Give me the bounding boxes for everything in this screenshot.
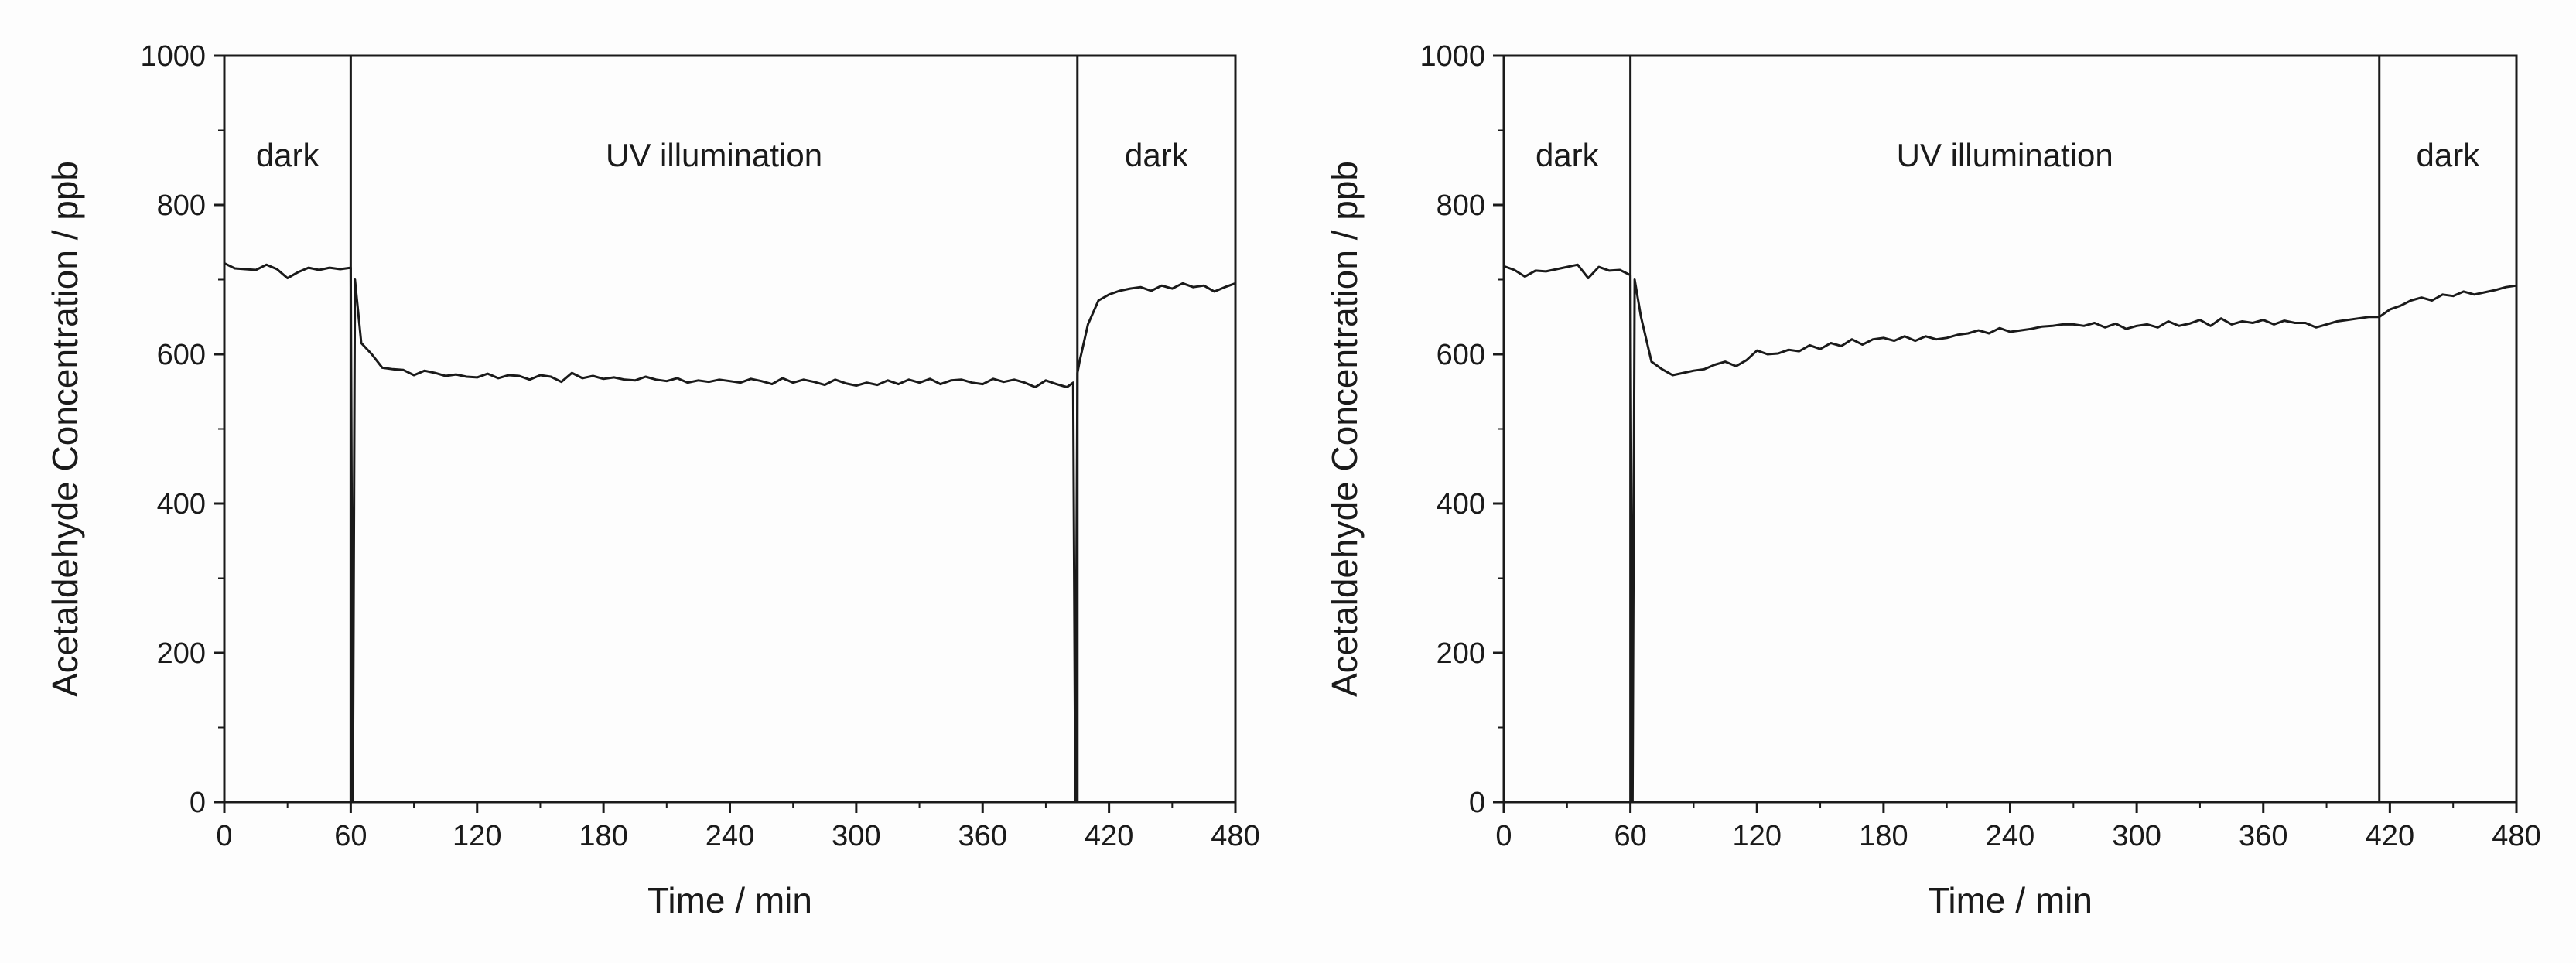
chart-panel-2: 0 60 120 180 240 300 360 420 480 0 200 400 600 800 100… xyxy=(1324,40,2541,920)
x-tick-label: 60 xyxy=(334,820,367,852)
y-tick-label: 1000 xyxy=(1420,40,1485,73)
series-line-1 xyxy=(224,261,1236,804)
y-tick-label: 800 xyxy=(1437,190,1485,222)
x-tick-label: 300 xyxy=(832,820,880,852)
x-axis-title: Time / min xyxy=(647,880,812,920)
chart-panel-1: 0 60 120 180 240 300 360 420 480 0 200 400 600 800 100… xyxy=(45,40,1260,920)
x-axis-title: Time / min xyxy=(1928,880,2093,920)
y-tick-label: 200 xyxy=(1437,637,1485,670)
region-label: UV illumination xyxy=(1897,137,2113,173)
x-tick-label: 120 xyxy=(453,820,501,852)
x-tick-label: 180 xyxy=(579,820,627,852)
x-tick-label: 240 xyxy=(705,820,754,852)
y-tick-label: 800 xyxy=(157,190,206,222)
x-tick-label: 420 xyxy=(2366,820,2414,852)
x-tick-label: 60 xyxy=(1614,820,1646,852)
y-tick-label: 1000 xyxy=(140,40,206,73)
y-tick-label: 0 xyxy=(1469,787,1485,819)
x-tick-label: 180 xyxy=(1859,820,1908,852)
y-tick-label: 400 xyxy=(157,488,206,521)
x-tick-label: 120 xyxy=(1733,820,1782,852)
region-label: dark xyxy=(1125,137,1189,173)
series-line-1 xyxy=(1503,263,2517,804)
region-label: dark xyxy=(256,137,320,173)
y-tick-label: 600 xyxy=(1437,339,1485,371)
x-tick-label: 420 xyxy=(1085,820,1133,852)
y-tick-label: 600 xyxy=(157,339,206,371)
y-tick-label: 0 xyxy=(190,787,206,819)
x-tick-label: 360 xyxy=(2239,820,2287,852)
region-label: UV illumination xyxy=(606,137,822,173)
region-label: dark xyxy=(1536,137,1600,173)
y-axis-title: Acetaldehyde Concentration / ppb xyxy=(1324,161,1365,697)
y-tick-label: 200 xyxy=(157,637,206,670)
x-tick-label: 300 xyxy=(2112,820,2161,852)
y-axis-title: Acetaldehyde Concentration / ppb xyxy=(45,161,85,697)
x-tick-label: 240 xyxy=(1986,820,2034,852)
region-label: dark xyxy=(2417,137,2481,173)
x-tick-label: 0 xyxy=(1495,820,1512,852)
x-tick-label: 480 xyxy=(1211,820,1259,852)
y-tick-label: 400 xyxy=(1437,488,1485,521)
x-tick-label: 360 xyxy=(958,820,1007,852)
x-tick-label: 0 xyxy=(216,820,232,852)
x-tick-label: 480 xyxy=(2492,820,2540,852)
